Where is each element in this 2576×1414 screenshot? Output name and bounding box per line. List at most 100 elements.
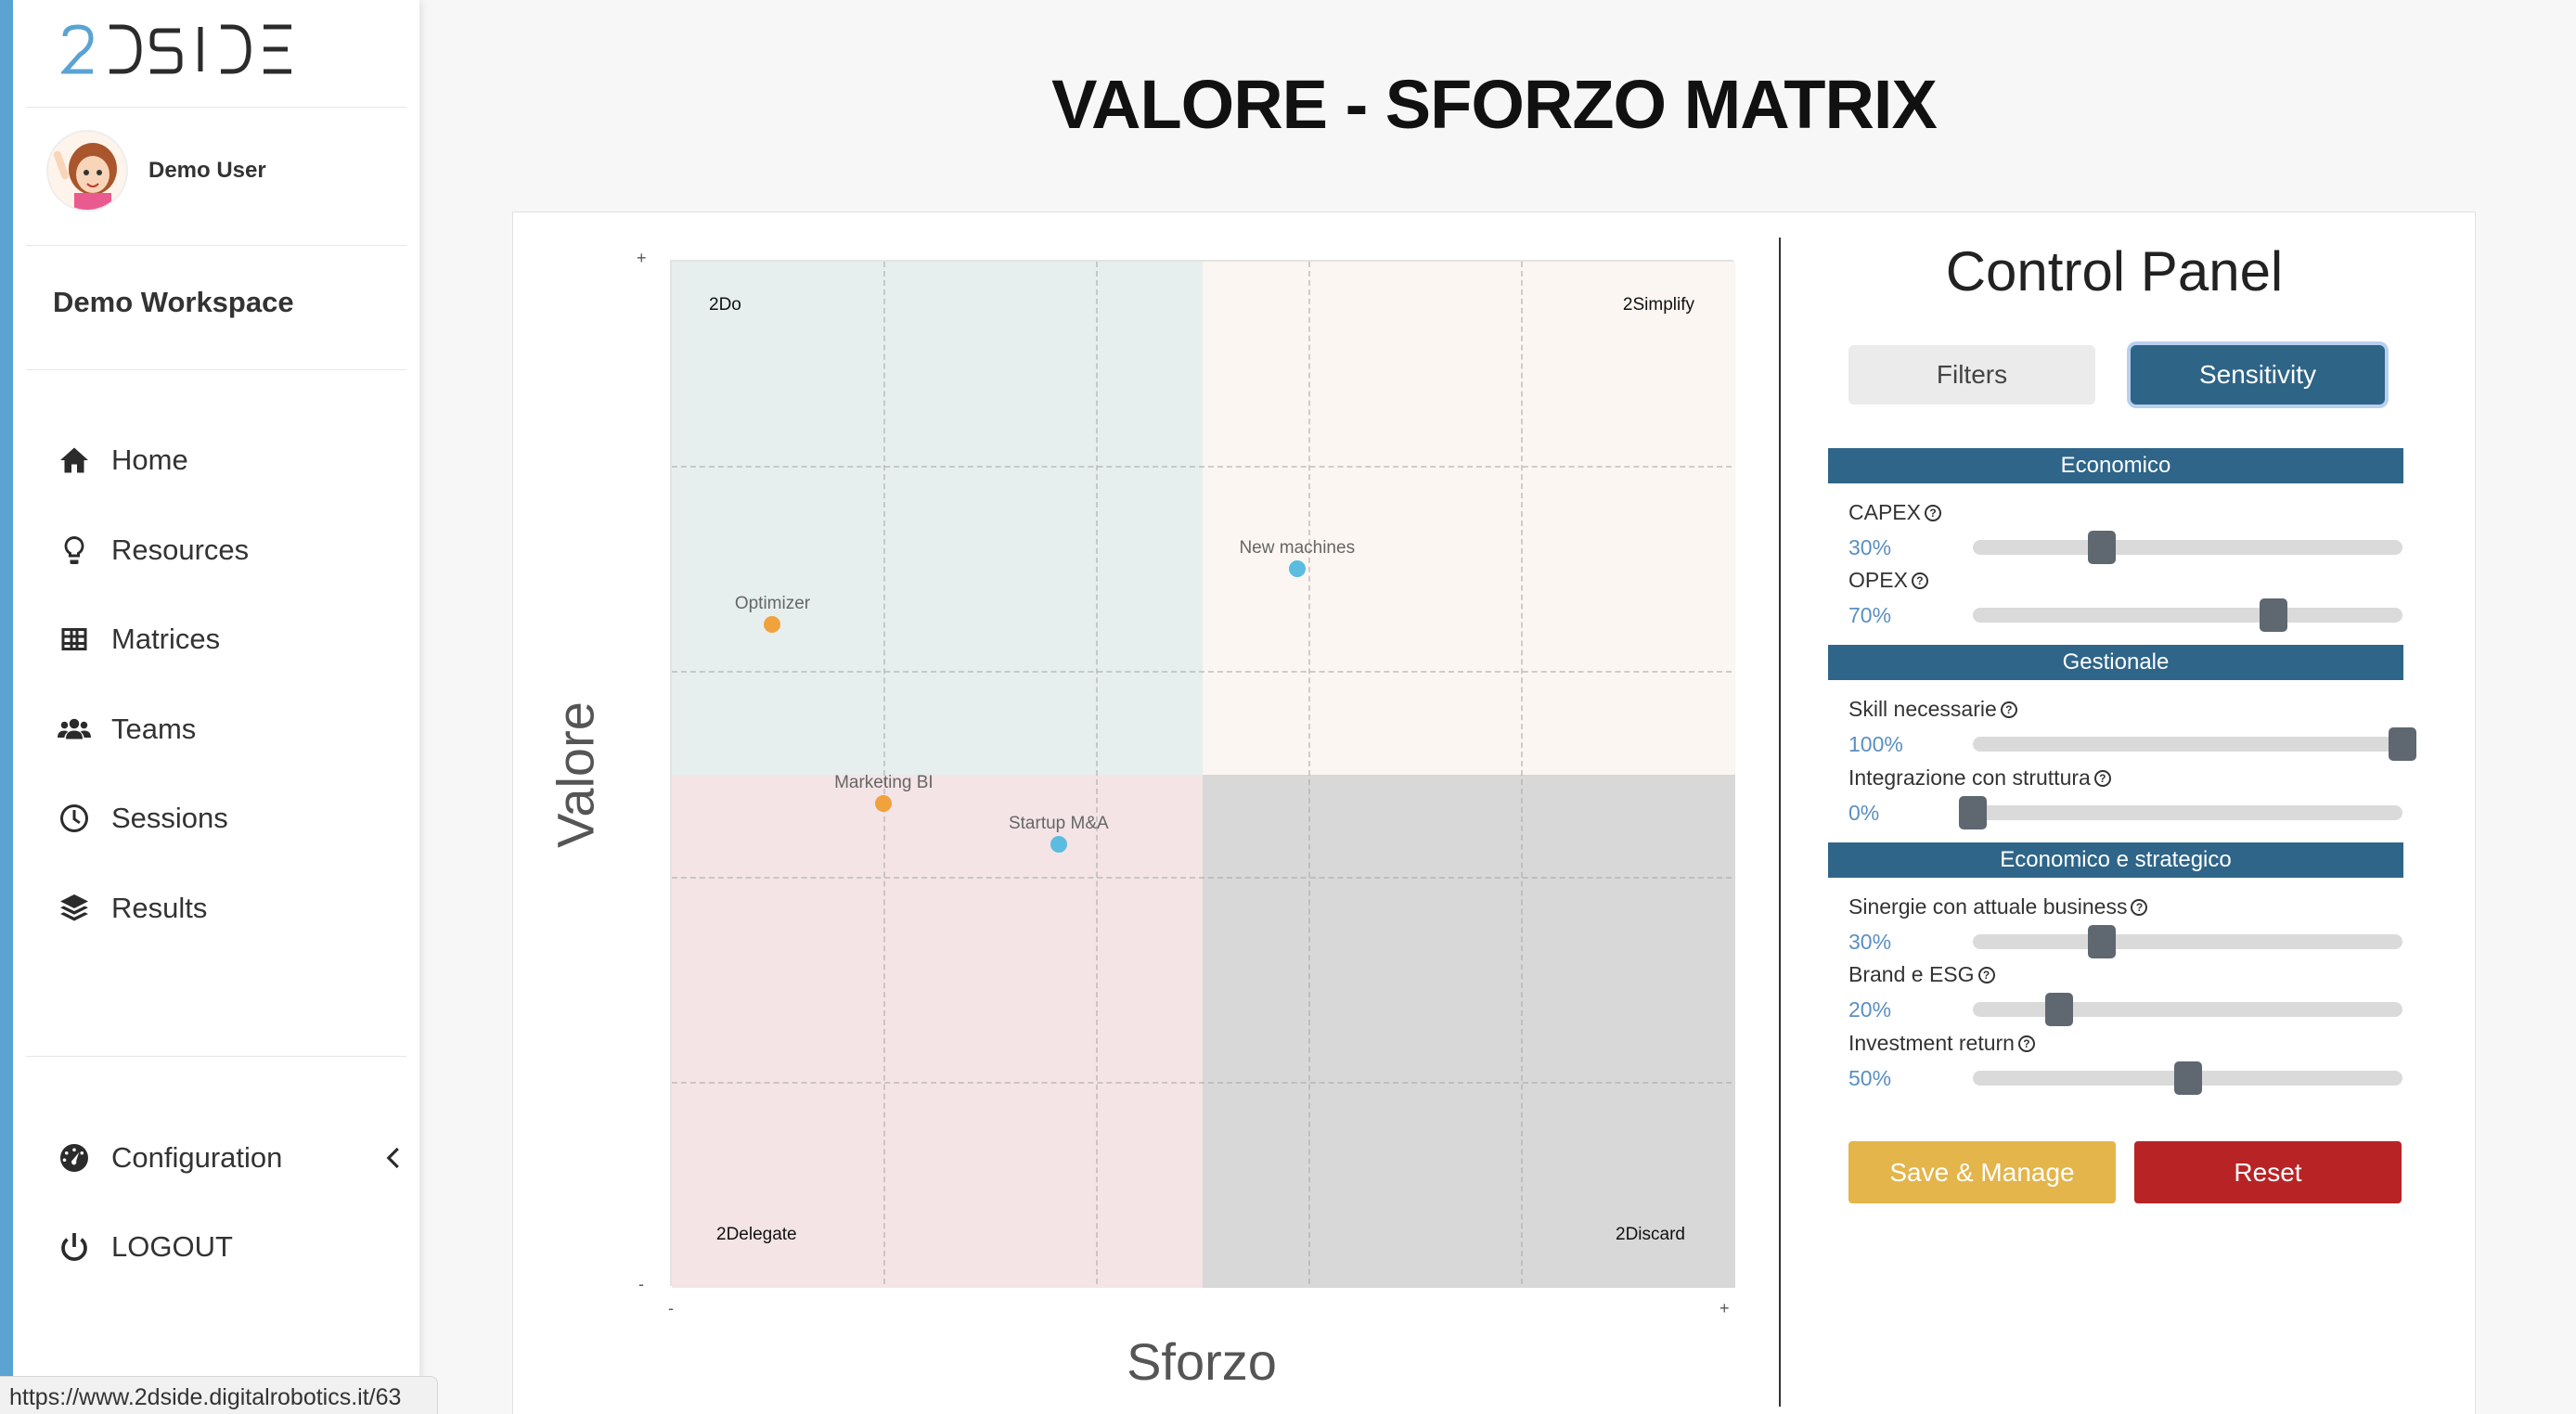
matrix-point-label: Startup M&A: [1008, 814, 1109, 834]
help-icon[interactable]: ?: [2000, 701, 2017, 718]
slider-thumb[interactable]: [2044, 993, 2073, 1026]
slider-label-text: Sinergie con attuale business: [1848, 894, 2128, 919]
y-axis-min-tick: -: [638, 1275, 644, 1293]
slider-skill[interactable]: [1973, 727, 2416, 761]
matrix-point-label: Marketing BI: [834, 773, 934, 793]
tab-sensitivity[interactable]: Sensitivity: [2131, 345, 2385, 405]
sidebar-item-label: Resources: [111, 533, 250, 566]
quadrant-label-do: 2Do: [709, 295, 741, 315]
slider-label-sinergie: Sinergie con attuale business?: [1848, 894, 2148, 919]
chevron-left-icon[interactable]: [380, 1141, 408, 1175]
sidebar-item-resources[interactable]: Resources: [56, 506, 249, 596]
save-manage-button[interactable]: Save & Manage: [1848, 1141, 2116, 1203]
quadrant-do: [672, 262, 1203, 775]
slider-label-integrazione: Integrazione con struttura?: [1848, 765, 2111, 791]
sidebar: Demo User Demo Workspace Home Resources …: [13, 0, 419, 1414]
x-axis-title: Sforzo: [1127, 1332, 1277, 1391]
slider-label-text: Investment return: [1848, 1031, 2015, 1055]
grid-line: [1521, 262, 1523, 1284]
slider-thumb[interactable]: [2389, 727, 2416, 761]
sidebar-item-label: Configuration: [111, 1141, 283, 1174]
status-url: https://www.2dside.digitalrobotics.it/63: [0, 1376, 438, 1414]
lightbulb-icon: [56, 532, 93, 569]
slider-brand-esg[interactable]: [1973, 993, 2402, 1026]
matrix-point[interactable]: [1050, 836, 1067, 854]
grid-line: [672, 877, 1732, 879]
grid-line: [672, 671, 1732, 673]
slider-value-skill: 100%: [1848, 732, 1903, 756]
quadrant-discard: [1203, 775, 1735, 1288]
slider-thumb[interactable]: [2173, 1061, 2202, 1095]
slider-value-opex: 70%: [1848, 603, 1892, 627]
quadrant-label-delegate: 2Delegate: [716, 1225, 797, 1244]
section-header-gestionale: Gestionale: [1828, 645, 2403, 680]
help-icon[interactable]: ?: [2017, 1035, 2035, 1052]
help-icon[interactable]: ?: [1924, 504, 1941, 521]
slider-label-text: Integrazione con struttura: [1848, 765, 2091, 790]
logout-label: LOGOUT: [111, 1230, 233, 1263]
avatar-icon: [48, 132, 126, 210]
sidebar-item-label: Matrices: [111, 623, 221, 656]
slider-label-text: Skill necessarie: [1848, 697, 1997, 721]
clock-icon: [56, 800, 93, 837]
x-axis-max-tick: +: [1719, 1299, 1730, 1318]
layers-icon: [56, 890, 93, 927]
help-icon[interactable]: ?: [2093, 769, 2111, 787]
sidebar-item-home[interactable]: Home: [56, 416, 249, 506]
panel-divider: [1779, 238, 1781, 1407]
section-header-economico-strategico: Economico e strategico: [1828, 842, 2403, 878]
slider-capex[interactable]: [1973, 531, 2402, 564]
sidebar-item-sessions[interactable]: Sessions: [56, 774, 249, 864]
sidebar-item-matrices[interactable]: Matrices: [56, 595, 249, 685]
home-icon: [56, 442, 93, 479]
slider-label-brand-esg: Brand e ESG?: [1848, 962, 1995, 987]
slider-label-capex: CAPEX?: [1848, 500, 1941, 525]
help-icon[interactable]: ?: [1911, 572, 1928, 589]
tab-filters[interactable]: Filters: [1848, 345, 2095, 405]
sidebar-item-label: Home: [111, 443, 188, 477]
sidebar-divider: [26, 1056, 406, 1057]
sidebar-item-label: Results: [111, 891, 208, 924]
help-icon[interactable]: ?: [2131, 898, 2148, 916]
slider-value-capex: 30%: [1848, 535, 1892, 559]
matrix-point[interactable]: [875, 795, 893, 813]
slider-integrazione[interactable]: [1959, 796, 2402, 829]
workspace-name[interactable]: Demo Workspace: [53, 286, 294, 318]
logout-button[interactable]: LOGOUT: [56, 1202, 233, 1292]
grid-line: [1308, 262, 1310, 1284]
user-profile[interactable]: Demo User: [46, 130, 266, 212]
sidebar-divider: [26, 245, 406, 246]
slider-thumb[interactable]: [2087, 531, 2116, 564]
matrix-point[interactable]: [1288, 559, 1306, 577]
grid-line: [1096, 262, 1098, 1284]
slider-thumb[interactable]: [2260, 598, 2288, 632]
slider-label-opex: OPEX?: [1848, 568, 1928, 593]
sidebar-item-results[interactable]: Results: [56, 864, 249, 954]
sidebar-item-configuration[interactable]: Configuration: [56, 1113, 408, 1202]
reset-button[interactable]: Reset: [2134, 1141, 2402, 1203]
sidebar-item-teams[interactable]: Teams: [56, 685, 249, 775]
y-axis-max-tick: +: [637, 249, 647, 267]
sidebar-item-label: Teams: [111, 712, 197, 745]
sidebar-divider: [26, 369, 406, 370]
slider-thumb[interactable]: [1959, 796, 1987, 829]
app-logo[interactable]: [61, 20, 340, 82]
table-icon: [56, 621, 93, 658]
grid-line: [672, 466, 1732, 468]
slider-opex[interactable]: [1973, 598, 2402, 632]
grid-line: [672, 1082, 1732, 1084]
user-name: Demo User: [148, 158, 266, 183]
slider-label-skill: Skill necessarie?: [1848, 697, 2017, 722]
slider-sinergie[interactable]: [1973, 925, 2402, 958]
quadrant-delegate: [672, 775, 1203, 1288]
slider-investment-return[interactable]: [1973, 1061, 2402, 1095]
matrix-point-label: Optimizer: [734, 594, 811, 614]
matrix-point[interactable]: [764, 616, 781, 634]
help-icon[interactable]: ?: [1977, 966, 1995, 983]
grid-line: [883, 262, 885, 1284]
slider-thumb[interactable]: [2087, 925, 2116, 958]
control-panel-title: Control Panel: [1945, 240, 2284, 302]
quadrant-label-discard: 2Discard: [1616, 1225, 1685, 1244]
slider-label-investment-return: Investment return?: [1848, 1031, 2035, 1056]
slider-label-text: OPEX: [1848, 568, 1908, 592]
